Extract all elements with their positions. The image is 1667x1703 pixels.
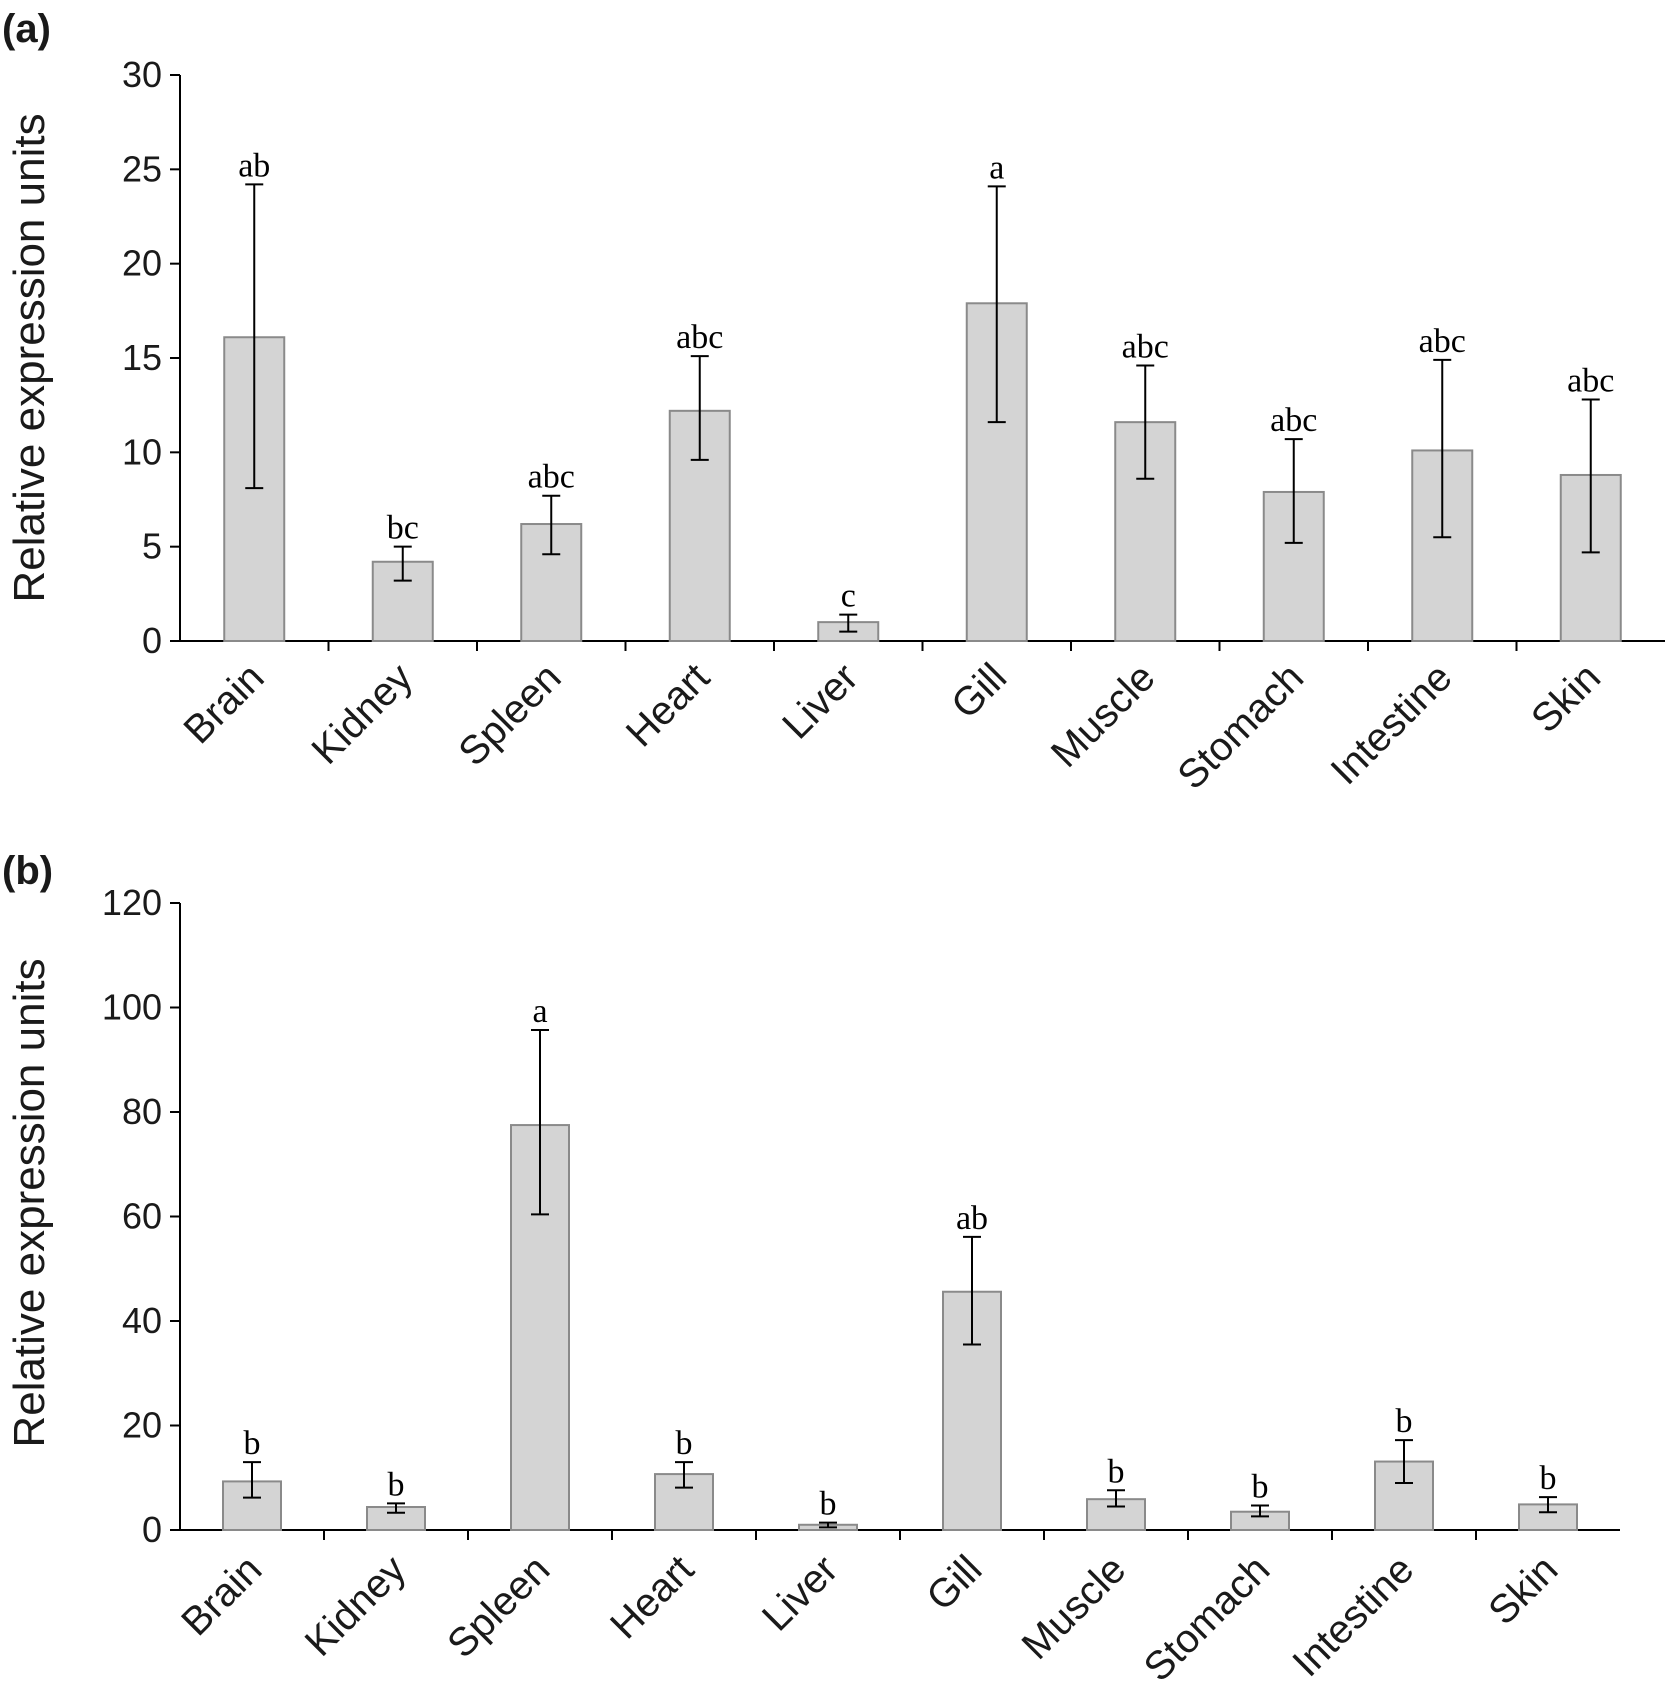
x-tick-label-kidney: Kidney — [297, 1547, 415, 1665]
x-tick-label-gill: Gill — [943, 655, 1015, 727]
x-tick-label-stomach: Stomach — [1169, 655, 1312, 798]
significance-label: ab — [238, 147, 270, 184]
significance-label: b — [1108, 1453, 1125, 1490]
x-tick-label-muscle: Muscle — [1043, 655, 1164, 776]
y-tick-label: 80 — [122, 1091, 162, 1132]
x-tick-label-stomach: Stomach — [1136, 1547, 1279, 1690]
panel-label-b: (b) — [2, 849, 53, 893]
chart-panel-b: (b) Relative expression units 0 20 40 60 80 1… — [2, 849, 1620, 1690]
significance-label: abc — [1122, 329, 1169, 366]
x-tick-label-brain: Brain — [175, 655, 272, 752]
significance-label: bc — [387, 510, 419, 547]
y-tick-label: 120 — [102, 882, 162, 923]
significance-label: b — [1252, 1468, 1269, 1505]
significance-label: b — [244, 1425, 261, 1462]
y-tick-label: 10 — [122, 431, 162, 472]
x-tick-label-intestine: Intestine — [1323, 655, 1461, 793]
y-tick-label: 20 — [122, 243, 162, 284]
x-tick-label-liver: Liver — [754, 1547, 846, 1639]
x-tick-label-skin: Skin — [1480, 1547, 1566, 1633]
significance-label: b — [1540, 1460, 1557, 1497]
x-tick-label-heart: Heart — [602, 1547, 702, 1647]
significance-label: abc — [1419, 323, 1466, 360]
x-tick-label-liver: Liver — [774, 655, 866, 747]
x-tick-label-intestine: Intestine — [1284, 1547, 1422, 1685]
x-tick-label-kidney: Kidney — [304, 655, 422, 773]
significance-label: b — [1396, 1403, 1413, 1440]
significance-label: abc — [1270, 402, 1317, 439]
y-tick-label: 25 — [122, 148, 162, 189]
y-tick-label: 100 — [102, 987, 162, 1028]
x-tick-label-brain: Brain — [173, 1547, 270, 1644]
significance-label: abc — [1567, 363, 1614, 400]
significance-label: b — [820, 1486, 837, 1523]
y-tick-label: 15 — [122, 337, 162, 378]
y-tick-label: 0 — [142, 1509, 162, 1550]
y-tick-label: 20 — [122, 1405, 162, 1446]
x-tick-label-gill: Gill — [918, 1547, 990, 1619]
x-tick-label-spleen: Spleen — [450, 655, 569, 774]
significance-label: a — [532, 993, 547, 1030]
y-tick-label: 0 — [142, 620, 162, 661]
significance-label: ab — [956, 1200, 988, 1237]
panel-label-a: (a) — [2, 7, 51, 51]
y-axis-label-b: Relative expression units — [5, 958, 54, 1447]
y-tick-label: 30 — [122, 54, 162, 95]
chart-panel-a: (a) Relative expression units 0 5 10 15 20 25… — [2, 7, 1665, 798]
significance-label: abc — [528, 459, 575, 496]
x-tick-label-spleen: Spleen — [439, 1547, 558, 1666]
x-tick-label-muscle: Muscle — [1014, 1547, 1135, 1668]
y-tick-label: 5 — [142, 526, 162, 567]
significance-label: b — [388, 1466, 405, 1503]
significance-label: a — [989, 149, 1004, 186]
x-tick-label-heart: Heart — [618, 655, 718, 755]
x-tick-label-skin: Skin — [1523, 655, 1609, 741]
significance-label: c — [841, 578, 856, 615]
significance-label: abc — [676, 319, 723, 356]
y-axis-label-a: Relative expression units — [5, 113, 54, 602]
y-tick-label: 40 — [122, 1300, 162, 1341]
y-tick-label: 60 — [122, 1196, 162, 1237]
significance-label: b — [676, 1425, 693, 1462]
